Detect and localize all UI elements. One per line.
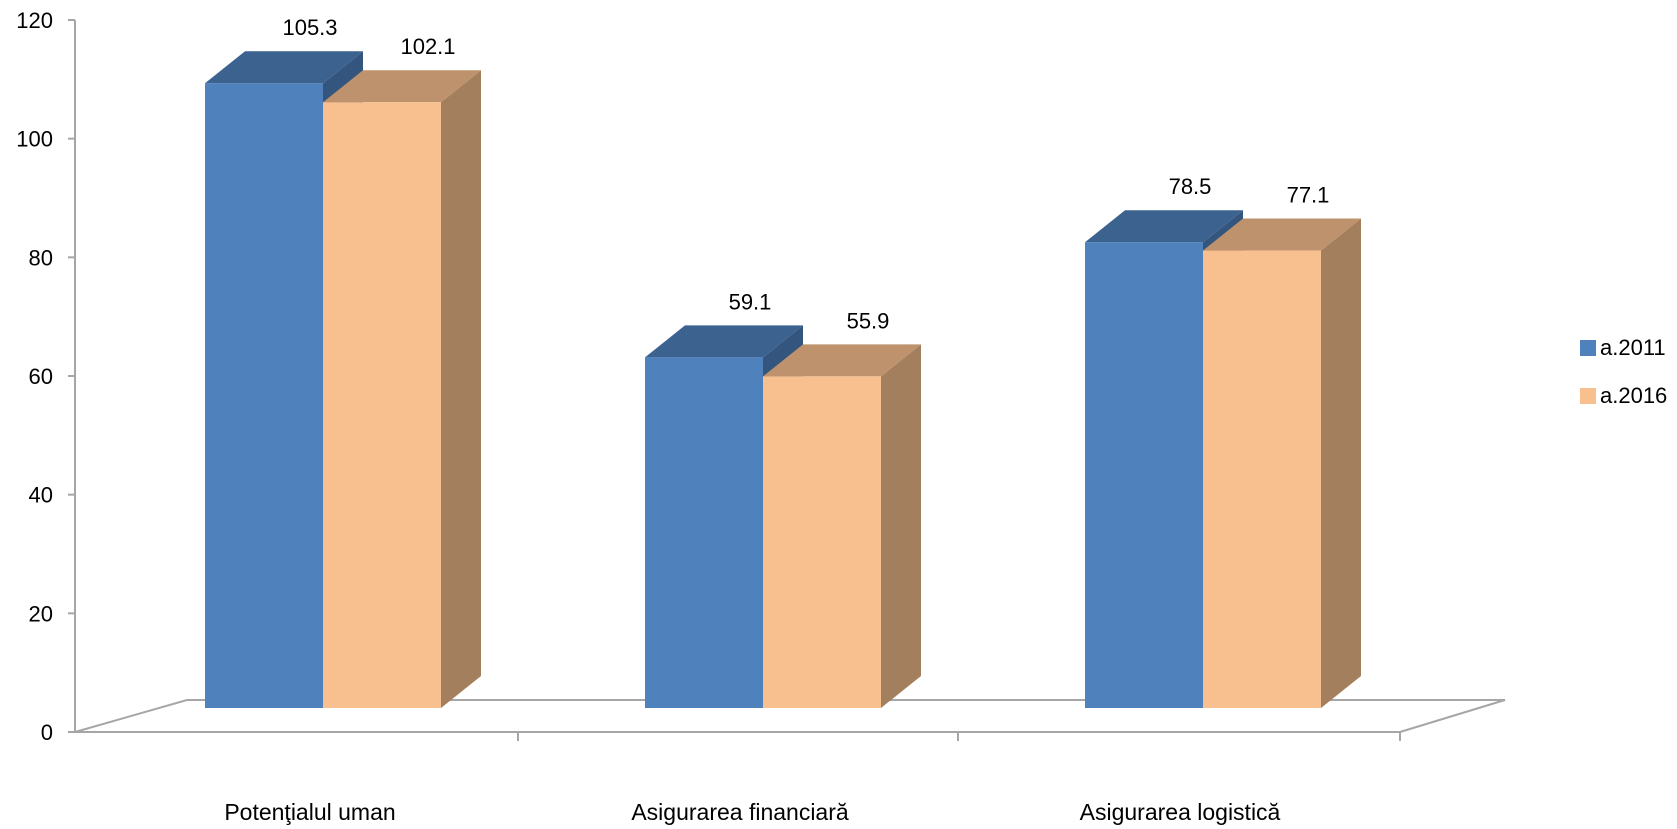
x-tick-label: Asigurarea financiară — [631, 799, 849, 825]
y-tick-label: 40 — [29, 483, 53, 508]
legend-swatch — [1580, 340, 1596, 356]
bar-top — [205, 51, 363, 84]
y-tick-label: 0 — [41, 720, 53, 745]
data-label: 102.1 — [400, 34, 455, 59]
bar-front — [323, 102, 441, 708]
y-tick-label: 100 — [16, 127, 53, 152]
bar-top — [323, 70, 481, 103]
y-tick-label: 80 — [29, 245, 53, 270]
axes: 0 20 40 60 80 100 120 Potenţialul uman Asigurare… — [16, 8, 1401, 825]
bar-front — [1203, 250, 1321, 709]
bar — [1203, 218, 1361, 709]
x-tick-label: Asigurarea logistică — [1080, 799, 1281, 825]
y-tick-label: 60 — [29, 364, 53, 389]
bar-side — [881, 344, 921, 708]
y-tick-label: 20 — [29, 601, 53, 626]
data-labels: 105.3 102.1 59.1 55.9 78.5 77.1 — [282, 15, 1329, 333]
bar-front — [763, 376, 881, 708]
bar — [323, 70, 481, 708]
bar-top — [1085, 210, 1243, 243]
bar-side — [441, 70, 481, 708]
data-label: 77.1 — [1287, 183, 1330, 208]
data-label: 78.5 — [1169, 174, 1212, 199]
legend-swatch — [1580, 388, 1596, 404]
bar-front — [1085, 242, 1203, 708]
bar-front — [645, 357, 763, 708]
data-label: 105.3 — [282, 15, 337, 40]
legend-label: a.2016 — [1600, 383, 1667, 408]
bar-top — [763, 344, 921, 377]
bar-side — [1321, 218, 1361, 709]
legend: a.2011 a.2016 — [1580, 335, 1667, 408]
bars — [205, 51, 1361, 709]
bar — [763, 344, 921, 708]
bar-front — [205, 83, 323, 709]
x-tick-label: Potenţialul uman — [224, 799, 395, 825]
legend-label: a.2011 — [1600, 335, 1666, 360]
bar-top — [1203, 218, 1361, 251]
y-tick-label: 120 — [16, 8, 53, 33]
bar-top — [645, 325, 803, 358]
data-label: 59.1 — [729, 289, 772, 314]
data-label: 55.9 — [847, 308, 890, 333]
